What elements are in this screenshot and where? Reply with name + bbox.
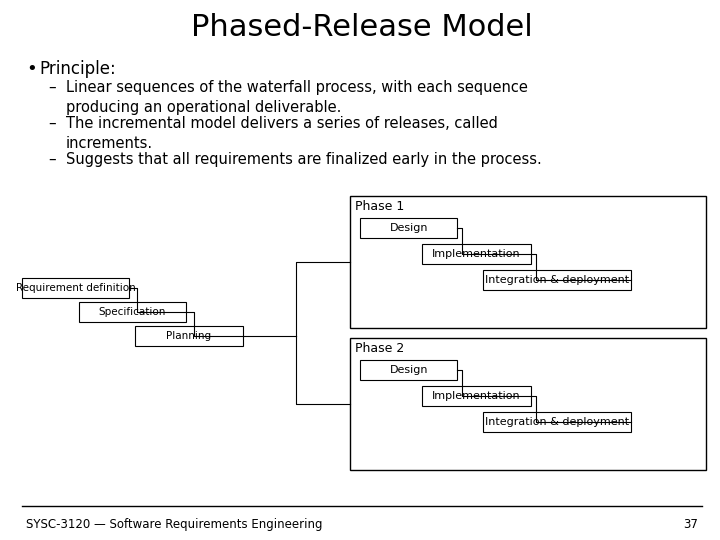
Text: Suggests that all requirements are finalized early in the process.: Suggests that all requirements are final… <box>66 152 541 167</box>
Text: Phased-Release Model: Phased-Release Model <box>192 14 533 43</box>
FancyBboxPatch shape <box>422 244 531 264</box>
Text: –: – <box>48 80 55 95</box>
FancyBboxPatch shape <box>78 302 186 322</box>
Text: –: – <box>48 116 55 131</box>
Text: Phase 1: Phase 1 <box>355 199 405 213</box>
FancyBboxPatch shape <box>22 278 130 298</box>
Text: Design: Design <box>390 365 428 375</box>
Text: Design: Design <box>390 223 428 233</box>
Text: •: • <box>26 60 37 78</box>
Text: 37: 37 <box>683 518 698 531</box>
Text: –: – <box>48 152 55 167</box>
Text: Implementation: Implementation <box>432 249 521 259</box>
Text: Specification: Specification <box>99 307 166 317</box>
FancyBboxPatch shape <box>422 386 531 406</box>
FancyBboxPatch shape <box>483 412 631 432</box>
Text: Integration & deployment: Integration & deployment <box>485 417 629 427</box>
FancyBboxPatch shape <box>483 270 631 290</box>
FancyBboxPatch shape <box>360 218 457 238</box>
FancyBboxPatch shape <box>135 326 243 346</box>
Text: Implementation: Implementation <box>432 391 521 401</box>
Text: SYSC-3120 — Software Requirements Engineering: SYSC-3120 — Software Requirements Engine… <box>26 518 323 531</box>
Text: Requirement definition: Requirement definition <box>16 283 135 293</box>
Text: Phase 2: Phase 2 <box>355 341 405 354</box>
Text: Principle:: Principle: <box>40 60 117 78</box>
Text: Linear sequences of the waterfall process, with each sequence
producing an opera: Linear sequences of the waterfall proces… <box>66 80 528 115</box>
Text: The incremental model delivers a series of releases, called
increments.: The incremental model delivers a series … <box>66 116 498 151</box>
Bar <box>350 196 706 328</box>
FancyBboxPatch shape <box>360 360 457 380</box>
Bar <box>350 338 706 470</box>
Text: Integration & deployment: Integration & deployment <box>485 275 629 285</box>
Text: Planning: Planning <box>166 331 212 341</box>
